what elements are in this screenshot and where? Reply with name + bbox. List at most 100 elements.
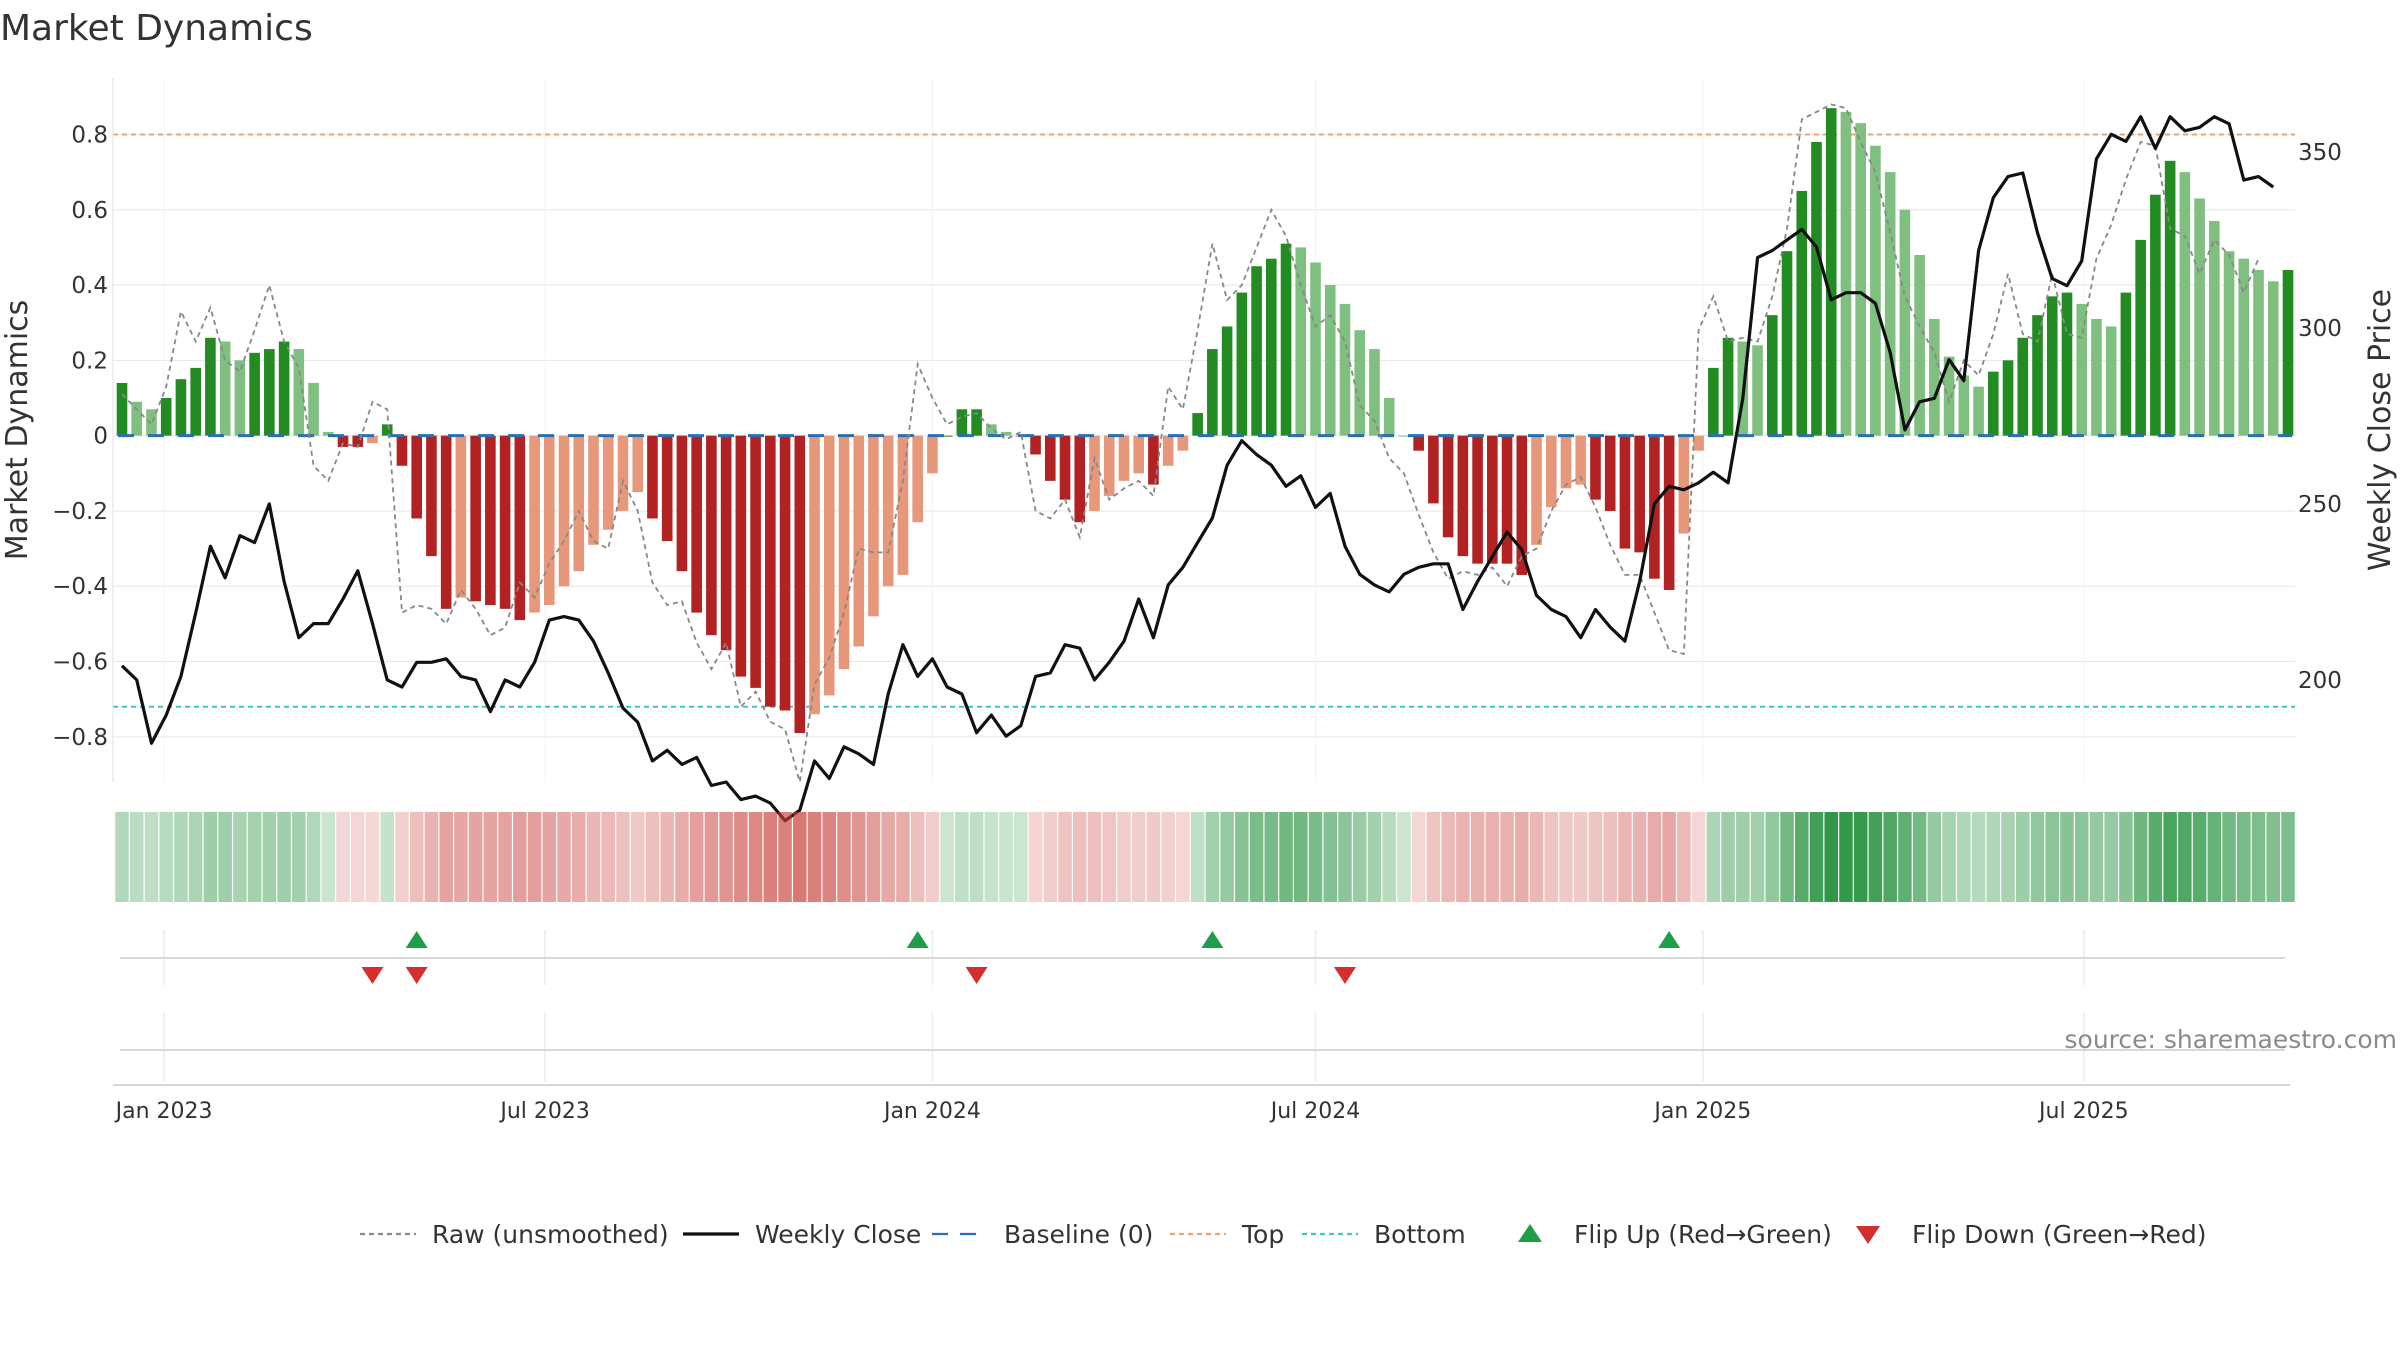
heat-cell — [2148, 812, 2163, 902]
dynamics-bar — [1354, 330, 1366, 436]
heat-cell — [1382, 812, 1396, 902]
dynamics-bar — [485, 435, 496, 606]
heat-cell — [115, 812, 129, 902]
heat-cell — [778, 812, 792, 902]
dynamics-bar — [735, 435, 747, 677]
flip-down-marker — [361, 967, 384, 984]
heat-cell — [483, 812, 498, 902]
heat-cell — [542, 812, 557, 902]
dynamics-bar — [2282, 270, 2294, 436]
heat-cell — [321, 812, 336, 902]
dynamics-bar — [426, 435, 437, 557]
heat-cell — [336, 812, 350, 902]
dynamics-bar — [765, 435, 776, 707]
legend-item: Bottom — [1302, 1220, 1466, 1249]
legend-label: Bottom — [1374, 1220, 1466, 1249]
heat-cell — [306, 812, 321, 902]
dynamics-bar — [1000, 431, 1012, 436]
dynamics-bar — [853, 435, 865, 647]
heat-cell — [498, 812, 512, 902]
dynamics-bar — [308, 382, 319, 436]
dynamics-bar — [1339, 303, 1351, 436]
dynamics-bar — [1074, 435, 1086, 523]
heat-cell — [630, 812, 645, 902]
heat-cell — [719, 812, 733, 902]
dynamics-bar — [440, 435, 452, 609]
legend-swatch — [1856, 1226, 1880, 1244]
dynamics-bar — [1177, 435, 1189, 451]
dynamics-bar — [2253, 270, 2264, 436]
dynamics-bar — [249, 352, 260, 436]
x-tick-label: Jan 2024 — [882, 1099, 981, 1124]
legend-item: Weekly Close — [683, 1220, 921, 1249]
heat-cell — [1146, 812, 1161, 902]
legend-label: Raw (unsmoothed) — [432, 1220, 669, 1249]
dynamics-bar — [706, 435, 717, 636]
dynamics-bar — [897, 435, 909, 575]
dynamics-bar — [1811, 142, 1822, 436]
heat-cell — [2163, 812, 2177, 902]
heat-cell — [2060, 812, 2074, 902]
dynamics-bar — [1988, 371, 1999, 436]
dynamics-bar — [1266, 258, 1277, 436]
right-tick-label: 350 — [2298, 140, 2342, 166]
dynamics-bar — [1840, 111, 1852, 436]
dynamics-bar — [838, 435, 850, 670]
dynamics-bar — [322, 431, 334, 436]
dynamics-bar — [367, 435, 378, 444]
left-tick-label: 0.6 — [71, 198, 108, 224]
dynamics-bar — [160, 398, 172, 436]
heat-cell — [2178, 812, 2192, 902]
dynamics-bar — [558, 435, 570, 587]
dynamics-bar — [529, 435, 540, 613]
x-tick-label: Jul 2023 — [498, 1099, 590, 1124]
heat-cell — [984, 812, 999, 902]
flip-markers-panel — [120, 930, 2285, 985]
dynamics-bar — [1059, 435, 1071, 500]
heat-cell — [1853, 812, 1868, 902]
dynamics-bar — [1958, 375, 1970, 436]
legend-label: Flip Up (Red→Green) — [1574, 1220, 1832, 1249]
dynamics-bar — [2091, 318, 2102, 436]
heat-cell — [1559, 812, 1573, 902]
heat-cell — [1529, 812, 1544, 902]
heat-cell — [2089, 812, 2104, 902]
dynamics-bar — [927, 435, 938, 474]
dynamics-bar — [1914, 254, 1925, 436]
dynamics-bar — [175, 379, 187, 436]
dynamics-bar — [1133, 435, 1144, 474]
dynamics-bar — [1251, 266, 1262, 436]
chart-title: Market Dynamics — [0, 8, 313, 49]
dynamics-bar — [1870, 145, 1881, 436]
heat-cell — [601, 812, 616, 902]
dynamics-bar — [2150, 194, 2161, 436]
heat-cell — [174, 812, 188, 902]
legend-item: Flip Up (Red→Green) — [1518, 1220, 1832, 1249]
dynamics-bar — [1884, 172, 1896, 436]
heat-cell — [1706, 812, 1721, 902]
dynamics-bar — [676, 435, 688, 572]
dynamics-bar — [720, 435, 732, 651]
left-y-axis: −0.8 −0.6 −0.4 −0.2 0 0.2 0.4 0.6 0.8 — [52, 78, 114, 782]
dynamics-bar — [1442, 435, 1454, 538]
heat-cell — [645, 812, 660, 902]
x-tick-label: Jul 2025 — [2037, 1099, 2129, 1124]
source-credit: source: sharemaestro.com — [2065, 1025, 2398, 1054]
left-axis-title: Market Dynamics — [0, 300, 35, 561]
dynamics-bar — [396, 435, 408, 466]
dynamics-bar — [1781, 251, 1793, 436]
dynamics-bar — [293, 349, 305, 436]
dynamics-bar — [2061, 292, 2073, 436]
heat-cell — [129, 812, 144, 902]
dynamics-bar — [352, 435, 364, 447]
dynamics-bar — [617, 435, 629, 511]
heat-cell — [144, 812, 159, 902]
right-tick-label: 250 — [2298, 492, 2342, 518]
flip-up-marker — [1658, 931, 1681, 948]
dynamics-bar — [1236, 292, 1248, 436]
flip-down-marker — [405, 967, 428, 984]
dynamics-bar — [381, 424, 393, 436]
heat-cell — [2045, 812, 2060, 902]
dynamics-bar — [2164, 160, 2176, 436]
dynamics-bar — [470, 435, 481, 602]
